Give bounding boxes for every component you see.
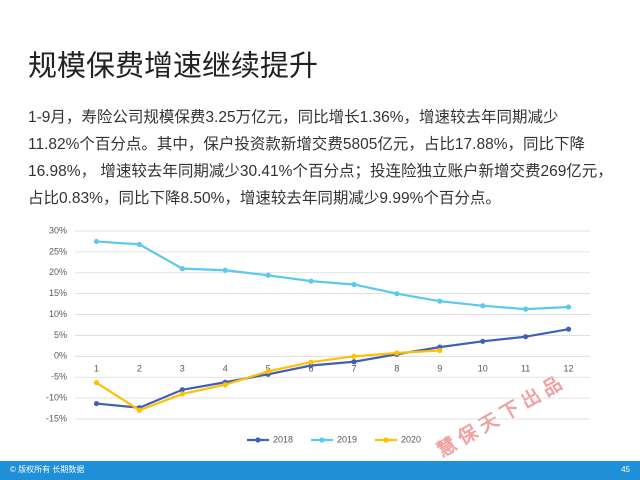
x-tick-label: 5: [266, 364, 271, 374]
data-point: [136, 407, 142, 413]
data-point: [523, 306, 529, 312]
data-point: [437, 347, 443, 354]
data-point: [437, 298, 443, 304]
y-tick-label: 0%: [54, 351, 67, 361]
y-tick-label: -15%: [46, 413, 67, 423]
slide-title: 规模保费增速继续提升: [28, 50, 318, 83]
data-point: [222, 267, 228, 273]
legend-label: 2018: [273, 434, 293, 444]
x-tick-label: 9: [437, 364, 442, 374]
data-point: [93, 238, 100, 245]
y-tick-label: 25%: [49, 246, 67, 256]
data-point: [351, 359, 357, 365]
x-tick-label: 2: [137, 364, 142, 374]
series-line: [96, 328, 569, 409]
data-point: [136, 241, 142, 247]
data-point: [351, 353, 357, 359]
data-point: [394, 291, 400, 297]
x-tick-label: 12: [564, 364, 574, 374]
data-point: [179, 391, 185, 397]
y-tick-label: 20%: [49, 267, 67, 277]
y-tick-label: 5%: [54, 330, 67, 340]
footer-bar: [0, 461, 640, 480]
x-tick-label: 3: [180, 364, 185, 374]
data-point: [179, 387, 185, 393]
data-point: [93, 400, 100, 407]
data-point: [394, 350, 400, 356]
y-tick-label: 30%: [49, 225, 67, 235]
data-point: [265, 272, 271, 278]
data-point: [265, 368, 271, 374]
data-point: [480, 303, 486, 309]
series-line: [96, 240, 569, 311]
x-tick-label: 10: [478, 364, 488, 374]
legend-label: 2019: [337, 434, 357, 444]
paragraph-line: 占比0.83%，同比下降8.50%，增速较去年同期减少9.99%个百分点。: [28, 189, 501, 207]
x-tick-label: 1: [94, 364, 99, 374]
x-tick-label: 4: [223, 364, 228, 374]
x-tick-label: 7: [351, 364, 356, 374]
legend-dot: [319, 437, 325, 443]
series-line: [95, 349, 440, 412]
data-point: [308, 359, 314, 365]
paragraph-line: 11.82%个百分点。其中，保户投资款新增交费5805亿元，占比17.88%，同…: [28, 135, 585, 153]
data-point: [222, 382, 228, 388]
data-point: [93, 380, 100, 386]
paragraph-line: 1-9月，寿险公司规模保费3.25万亿元，同比增长1.36%，增速较去年同期减少: [28, 108, 559, 126]
y-tick-label: 10%: [49, 309, 67, 319]
page-number: 45: [621, 465, 630, 474]
legend-dot: [383, 437, 389, 443]
data-point: [179, 266, 185, 272]
legend-dot: [255, 437, 261, 443]
data-point: [480, 338, 486, 344]
data-point: [565, 304, 572, 310]
x-tick-label: 11: [521, 364, 530, 374]
x-tick-label: 6: [309, 364, 314, 374]
x-tick-label: 8: [394, 364, 399, 374]
data-point: [351, 281, 357, 288]
y-tick-label: -10%: [46, 392, 67, 402]
legend-label: 2020: [401, 434, 421, 444]
paragraph-line: 16.98%， 增速较去年同期减少30.41%个百分点；投连险独立账户新增交费2…: [28, 162, 613, 180]
y-tick-label: 15%: [49, 288, 67, 298]
data-point: [523, 334, 529, 340]
data-point: [308, 278, 314, 284]
watermark: 慧 保 天 下 出 品: [433, 372, 566, 462]
y-tick-label: -5%: [51, 372, 67, 382]
data-point: [565, 326, 572, 332]
footer-text: © 版权所有 长期数据: [10, 464, 84, 474]
